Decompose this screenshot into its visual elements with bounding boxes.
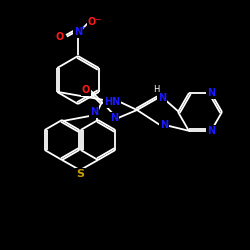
Text: +: + [80,26,86,32]
Text: N: N [110,113,118,123]
Text: O: O [82,85,90,95]
Text: −: − [94,16,100,24]
Text: O: O [88,17,96,27]
Text: N: N [90,107,98,117]
Text: N: N [160,120,168,130]
Text: H: H [153,84,159,94]
Text: N: N [158,93,166,103]
Text: N: N [74,27,82,37]
Text: HN: HN [104,97,120,107]
Text: S: S [76,169,84,179]
Text: N: N [207,88,215,98]
Text: N: N [207,126,215,136]
Text: O: O [56,32,64,42]
